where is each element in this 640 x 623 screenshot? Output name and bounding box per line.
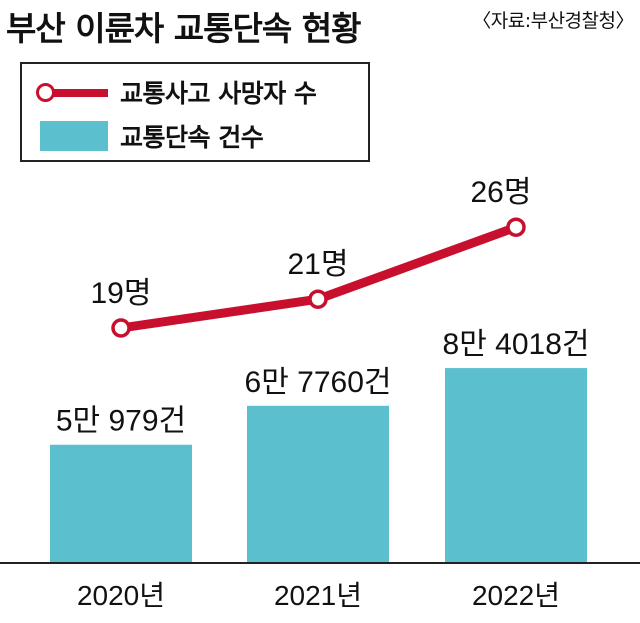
bar-2: [247, 405, 389, 563]
legend-item-bar: 교통단속 건수: [22, 116, 264, 156]
legend-bar-label: 교통단속 건수: [120, 123, 264, 152]
x-tick-label: 2022년: [472, 580, 560, 611]
legend-line-icon: [36, 77, 108, 107]
line-value-label: 19명: [91, 277, 152, 310]
bar-value-label: 6만 7760건: [245, 366, 392, 399]
line-point-3: [506, 217, 526, 237]
line-point-1: [111, 318, 131, 338]
bar-3: [445, 368, 587, 563]
source-note: 〈자료:부산경찰청〉: [472, 10, 634, 32]
x-tick-label: 2021년: [274, 580, 362, 611]
legend-item-line: 교통사고 사망자 수: [22, 72, 317, 112]
chart-title: 부산 이륜차 교통단속 현황: [6, 9, 361, 48]
line-value-label: 21명: [288, 248, 349, 281]
bar-value-label: 5만 979건: [56, 405, 186, 438]
line-point-2: [308, 289, 328, 309]
legend-bar-swatch: [40, 121, 108, 151]
legend-line-label: 교통사고 사망자 수: [120, 79, 317, 108]
legend: 교통사고 사망자 수 교통단속 건수: [20, 62, 370, 162]
line-value-label: 26명: [471, 176, 532, 209]
bar-value-label: 8만 4018건: [443, 328, 590, 361]
x-tick-label: 2020년: [77, 580, 165, 611]
bar-1: [50, 444, 192, 563]
